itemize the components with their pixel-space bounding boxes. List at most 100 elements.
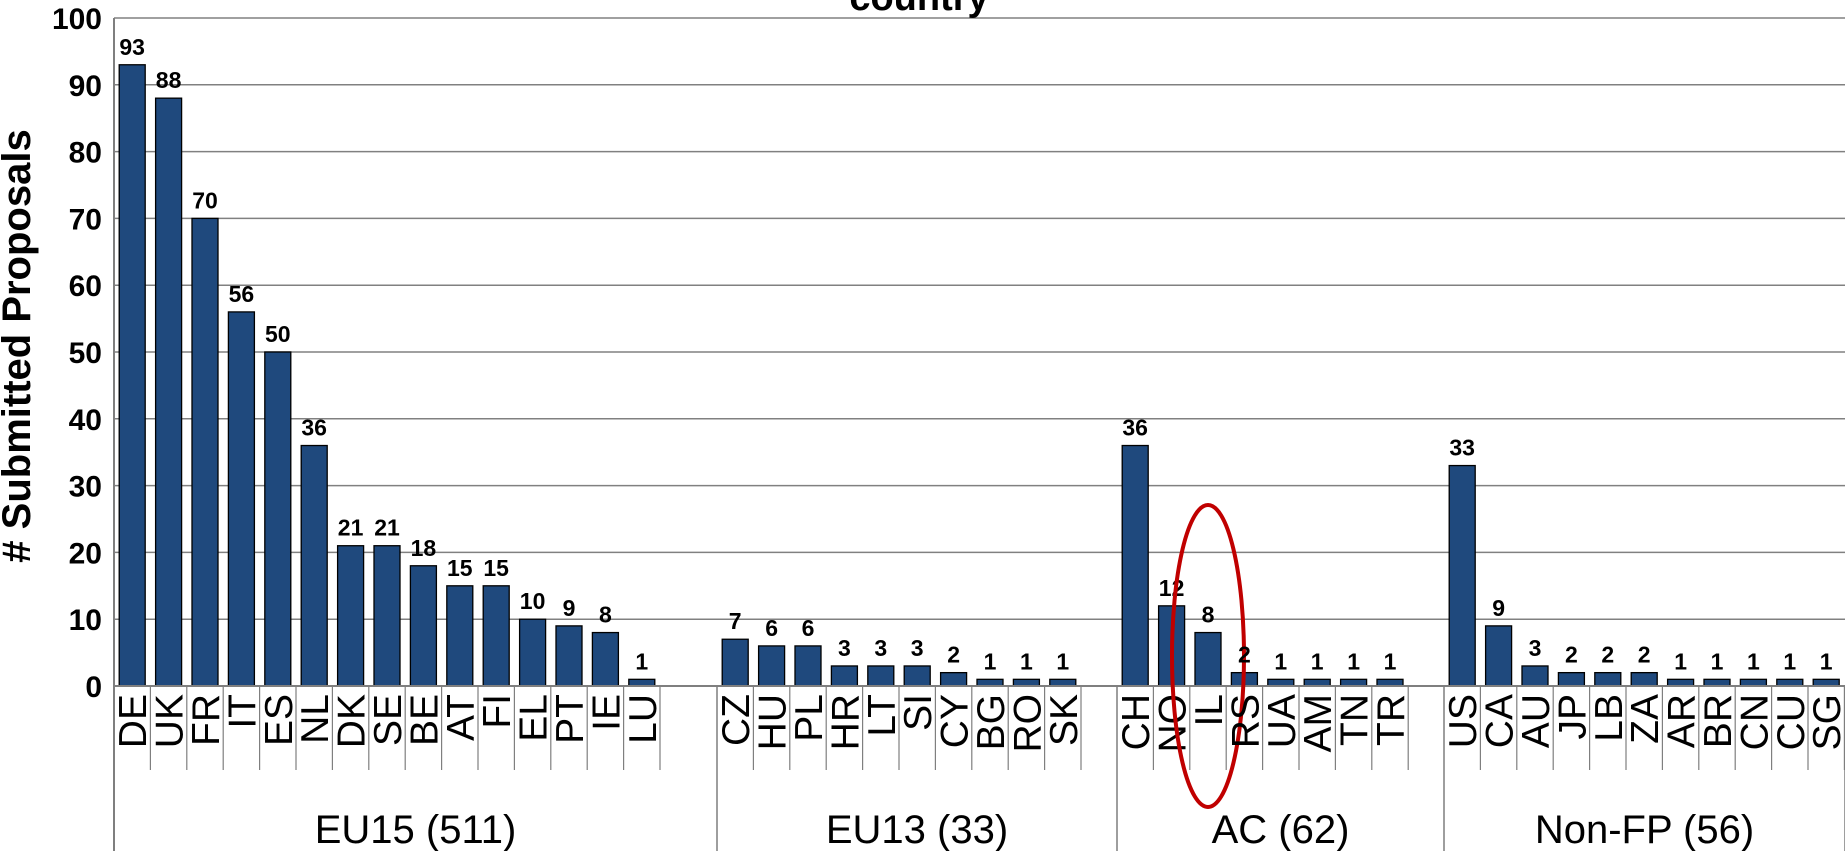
data-label-IE: 8: [599, 602, 612, 628]
x-tick-label-SG: SG: [1806, 694, 1845, 750]
bar-AM: [1304, 679, 1330, 686]
group-label: EU13 (33): [826, 808, 1008, 851]
data-label-CZ: 7: [729, 608, 742, 634]
bars: [119, 65, 1839, 686]
data-label-FR: 70: [192, 187, 218, 213]
y-axis-label: # Submitted Proposals: [0, 129, 39, 562]
bar-TR: [1377, 679, 1403, 686]
data-label-TN: 1: [1347, 648, 1360, 674]
group-label: EU15 (511): [315, 808, 517, 851]
bar-IT: [228, 312, 254, 686]
data-label-SK: 1: [1056, 648, 1069, 674]
bar-US: [1449, 466, 1475, 686]
bar-ES: [265, 352, 291, 686]
data-label-NO: 12: [1159, 575, 1185, 601]
data-label-ZA: 2: [1638, 642, 1651, 668]
y-tick-label: 100: [52, 3, 102, 36]
bar-FR: [192, 218, 218, 686]
group-label: Non-FP (56): [1535, 808, 1754, 851]
bar-UK: [156, 98, 182, 686]
data-label-HU: 6: [765, 615, 778, 641]
data-label-UK: 88: [156, 67, 182, 93]
bar-SG: [1813, 679, 1839, 686]
data-label-RO: 1: [1020, 648, 1033, 674]
bar-EL: [520, 619, 546, 686]
y-tick-label: 70: [69, 203, 102, 236]
data-label-CU: 1: [1783, 648, 1796, 674]
bar-HU: [759, 646, 785, 686]
data-label-LT: 3: [874, 635, 887, 661]
bar-BE: [410, 566, 436, 686]
data-label-ES: 50: [265, 321, 291, 347]
bar-IL: [1195, 633, 1221, 686]
bar-HR: [831, 666, 857, 686]
bar-JP: [1558, 673, 1584, 686]
data-label-RS: 2: [1238, 642, 1251, 668]
data-label-UA: 1: [1274, 648, 1287, 674]
data-label-JP: 2: [1565, 642, 1578, 668]
data-label-AU: 3: [1529, 635, 1542, 661]
bar-SK: [1050, 679, 1076, 686]
bar-LT: [868, 666, 894, 686]
y-tick-label: 30: [69, 471, 102, 504]
labels: 010203040506070809010093DE88UK70FR56IT50…: [52, 3, 1845, 851]
data-label-HR: 3: [838, 635, 851, 661]
data-label-FI: 15: [483, 555, 509, 581]
bar-NL: [301, 446, 327, 686]
group-label: AC (62): [1212, 808, 1350, 851]
data-label-SG: 1: [1820, 648, 1833, 674]
data-label-SI: 3: [911, 635, 924, 661]
data-label-PL: 6: [802, 615, 815, 641]
bar-BR: [1704, 679, 1730, 686]
x-tick-label-TR: TR: [1370, 694, 1413, 746]
bar-PT: [556, 626, 582, 686]
y-tick-label: 10: [69, 604, 102, 637]
bar-IE: [592, 633, 618, 686]
x-tick-label-LU: LU: [622, 694, 665, 744]
x-tick-label-SK: SK: [1043, 694, 1086, 746]
bar-AT: [447, 586, 473, 686]
bar-PL: [795, 646, 821, 686]
bar-LU: [629, 679, 655, 686]
y-tick-label: 0: [85, 671, 102, 704]
bar-TN: [1341, 679, 1367, 686]
bar-CY: [941, 673, 967, 686]
data-label-AT: 15: [447, 555, 473, 581]
data-label-BG: 1: [984, 648, 997, 674]
bar-FI: [483, 586, 509, 686]
data-label-EL: 10: [520, 588, 546, 614]
data-label-DK: 21: [338, 515, 364, 541]
bar-AR: [1668, 679, 1694, 686]
bar-CN: [1740, 679, 1766, 686]
data-label-LB: 2: [1601, 642, 1614, 668]
data-label-AR: 1: [1674, 648, 1687, 674]
data-label-DE: 93: [119, 34, 145, 60]
y-tick-label: 80: [69, 137, 102, 170]
data-label-IL: 8: [1202, 602, 1215, 628]
y-tick-label: 20: [69, 537, 102, 570]
bar-DE: [119, 65, 145, 686]
bar-DK: [338, 546, 364, 686]
bar-CA: [1486, 626, 1512, 686]
data-label-AM: 1: [1311, 648, 1324, 674]
bar-SI: [904, 666, 930, 686]
bar-UA: [1268, 679, 1294, 686]
bar-SE: [374, 546, 400, 686]
y-tick-label: 60: [69, 270, 102, 303]
y-tick-label: 90: [69, 70, 102, 103]
data-label-IT: 56: [229, 281, 255, 307]
data-label-BR: 1: [1711, 648, 1724, 674]
data-label-CN: 1: [1747, 648, 1760, 674]
bar-BG: [977, 679, 1003, 686]
data-label-CH: 36: [1122, 415, 1148, 441]
bar-CZ: [722, 639, 748, 686]
data-label-US: 33: [1449, 435, 1475, 461]
data-label-PT: 9: [563, 595, 576, 621]
bar-ZA: [1631, 673, 1657, 686]
bar-RO: [1013, 679, 1039, 686]
data-label-SE: 21: [374, 515, 400, 541]
data-label-LU: 1: [635, 648, 648, 674]
data-label-CA: 9: [1492, 595, 1505, 621]
chart-title: country: [849, 0, 988, 19]
